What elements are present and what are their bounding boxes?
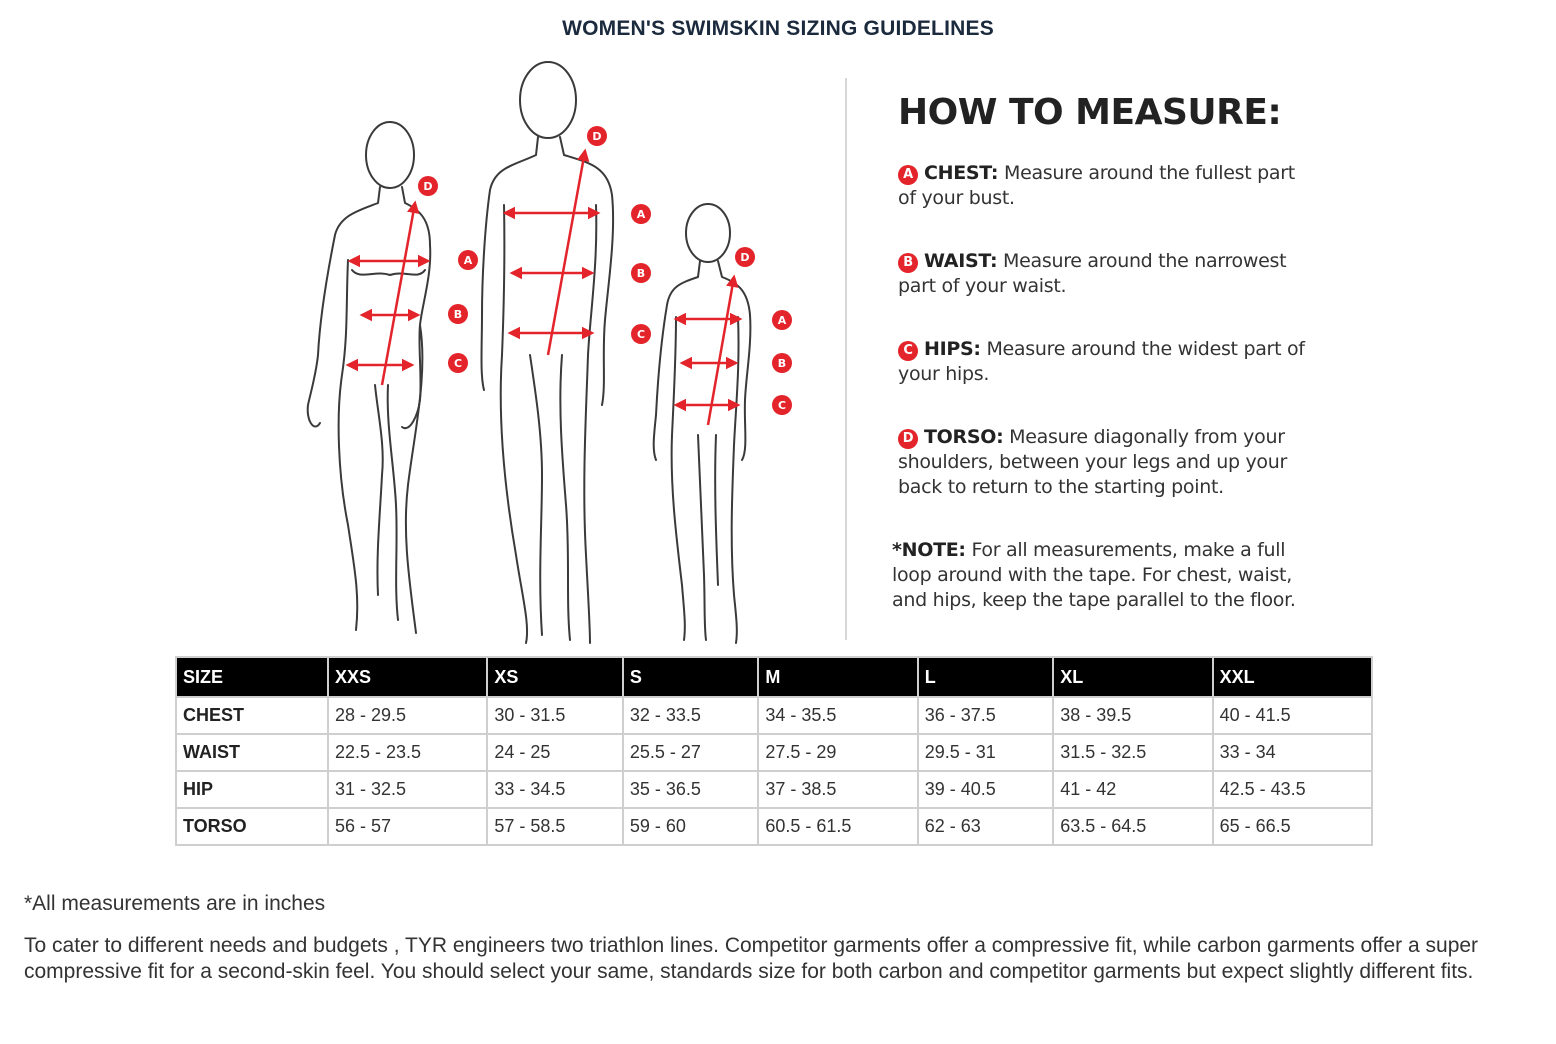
step-chest: A CHEST: Measure around the fullest part … [898,161,1318,211]
svg-text:A: A [464,254,473,267]
badge-a-icon: A [898,165,918,185]
header-m: M [757,656,919,698]
table-cell: 30 - 31.5 [486,696,624,735]
row-label-torso: TORSO [175,807,329,846]
badge-d-right: D [735,247,755,267]
table-cell: 38 - 39.5 [1052,696,1214,735]
badge-c-middle: C [631,324,651,344]
table-cell: 31 - 32.5 [326,770,489,809]
table-cell: 62 - 63 [916,807,1055,846]
table-cell: 24 - 25 [486,733,624,772]
step-text: Measure diagonally from your shoulders, … [898,426,1288,498]
note-text: For all measurements, make a full loop a… [892,539,1296,611]
header-size: SIZE [175,656,329,698]
svg-text:C: C [454,357,462,370]
how-to-measure-title: HOW TO MEASURE: [898,92,1282,133]
step-label: WAIST: [924,250,998,272]
measurement-figures-illustration: D A B C D A B C D A B C [290,55,810,645]
svg-text:D: D [592,130,601,143]
svg-text:C: C [778,399,786,412]
step-text: Measure around the widest part of your h… [898,338,1305,385]
svg-text:D: D [740,251,749,264]
table-cell: 28 - 29.5 [326,696,489,735]
table-row: WAIST 22.5 - 23.5 24 - 25 25.5 - 27 27.5… [175,733,1374,772]
step-waist: B WAIST: Measure around the narrowest par… [898,249,1318,299]
measure-note: *NOTE: For all measurements, make a full… [892,538,1318,613]
how-to-measure-panel: HOW TO MEASURE: A CHEST: Measure around t… [892,92,1318,613]
svg-text:B: B [637,267,645,280]
table-cell: 60.5 - 61.5 [757,807,919,846]
badge-b-left: B [448,304,468,324]
badge-d-left: D [418,176,438,196]
figure-middle [480,61,615,644]
size-chart-table: SIZE XXS XS S M L XL XXL CHEST 28 - 29.5… [175,656,1374,846]
badge-b-icon: B [898,253,918,273]
table-cell: 40 - 41.5 [1211,696,1374,735]
header-xxs: XXS [326,656,489,698]
table-cell: 32 - 33.5 [621,696,760,735]
badge-b-right: B [772,353,792,373]
badge-a-middle: A [631,204,651,224]
step-torso: D TORSO: Measure diagonally from your sho… [898,425,1318,500]
svg-text:A: A [637,208,646,221]
badge-a-left: A [458,250,478,270]
step-text: Measure around the fullest part of your … [898,162,1295,209]
page-title: WOMEN'S SWIMSKIN SIZING GUIDELINES [562,17,994,40]
row-label-waist: WAIST [175,733,329,772]
svg-text:D: D [423,180,432,193]
step-label: HIPS: [924,338,981,360]
badge-d-icon: D [898,429,918,449]
table-cell: 41 - 42 [1052,770,1214,809]
step-hips: C HIPS: Measure around the widest part of… [898,337,1318,387]
product-description: To cater to different needs and budgets … [24,934,1479,983]
table-header-row: SIZE XXS XS S M L XL XXL [175,656,1374,698]
header-s: S [621,656,760,698]
vertical-divider [845,78,847,640]
svg-text:B: B [454,308,462,321]
badge-c-right: C [772,395,792,415]
table-cell: 27.5 - 29 [757,733,919,772]
table-cell: 57 - 58.5 [486,807,624,846]
step-label: CHEST: [924,162,999,184]
table-cell: 42.5 - 43.5 [1211,770,1374,809]
table-cell: 36 - 37.5 [916,696,1055,735]
table-cell: 25.5 - 27 [621,733,760,772]
header-xl: XL [1052,656,1214,698]
table-cell: 56 - 57 [326,807,489,846]
note-label: *NOTE: [892,539,966,561]
table-cell: 22.5 - 23.5 [326,733,489,772]
table-cell: 39 - 40.5 [916,770,1055,809]
figure-right [652,203,752,644]
table-cell: 35 - 36.5 [621,770,760,809]
step-text: Measure around the narrowest part of you… [898,250,1287,297]
table-cell: 63.5 - 64.5 [1052,807,1214,846]
badge-c-left: C [448,353,468,373]
table-row: TORSO 56 - 57 57 - 58.5 59 - 60 60.5 - 6… [175,807,1374,846]
badge-a-right: A [772,310,792,330]
table-cell: 59 - 60 [621,807,760,846]
header-l: L [916,656,1055,698]
table-cell: 37 - 38.5 [757,770,919,809]
units-note: *All measurements are in inches [24,892,326,915]
row-label-hip: HIP [175,770,329,809]
step-label: TORSO: [924,426,1004,448]
table-cell: 31.5 - 32.5 [1052,733,1214,772]
header-xs: XS [486,656,624,698]
badge-b-middle: B [631,263,651,283]
table-cell: 33 - 34 [1211,733,1374,772]
table-cell: 65 - 66.5 [1211,807,1374,846]
badge-d-middle: D [587,126,607,146]
table-cell: 33 - 34.5 [486,770,624,809]
table-row: CHEST 28 - 29.5 30 - 31.5 32 - 33.5 34 -… [175,696,1374,735]
header-xxl: XXL [1211,656,1374,698]
table-cell: 29.5 - 31 [916,733,1055,772]
table-row: HIP 31 - 32.5 33 - 34.5 35 - 36.5 37 - 3… [175,770,1374,809]
badge-c-icon: C [898,341,918,361]
svg-text:C: C [637,328,645,341]
figure-left [306,121,432,634]
svg-text:B: B [778,357,786,370]
svg-text:A: A [778,314,787,327]
row-label-chest: CHEST [175,696,329,735]
table-cell: 34 - 35.5 [757,696,919,735]
